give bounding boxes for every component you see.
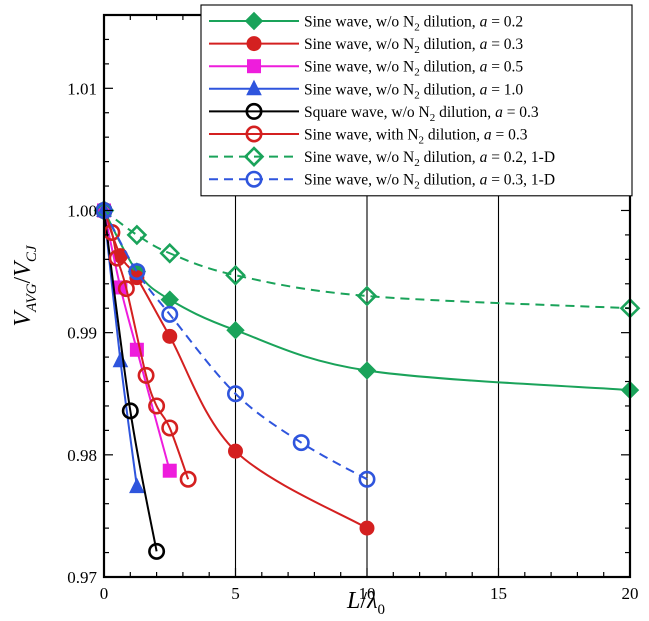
- series-4-point-2: [112, 351, 129, 368]
- legend-item-7: Sine wave, w/o N2 dilution, a = 0.2, 1-D: [209, 146, 555, 169]
- x-tick-label-5: 5: [231, 584, 240, 603]
- legend-item-6: Sine wave, with N2 dilution, a = 0.3: [209, 125, 528, 147]
- legend-label: Sine wave, with N2 dilution, a = 0.3: [304, 127, 528, 147]
- legend-swatch-marker: [243, 146, 265, 167]
- x-tick-label-10: 10: [359, 584, 376, 603]
- legend-label: Sine wave, w/o N2 dilution, a = 0.5: [304, 59, 523, 79]
- series-6-point-4: [117, 280, 135, 298]
- series-8-point-6: [358, 470, 376, 488]
- series-7-point-2: [126, 224, 148, 246]
- legend-label: Sine wave, w/o N2 dilution, a = 0.2, 1-D: [304, 149, 555, 169]
- series-8-line: [103, 210, 368, 481]
- legend-swatch-marker: [245, 125, 263, 143]
- series-8-point-5: [292, 434, 310, 452]
- x-tick-label-20: 20: [622, 584, 639, 603]
- legend-label: Sine wave, w/o N2 dilution, a = 0.2: [304, 14, 523, 34]
- legend-swatch-marker: [246, 36, 262, 52]
- legend-swatch-marker: [244, 11, 264, 31]
- legend-box: [200, 4, 633, 197]
- series-7-point-5: [356, 285, 378, 307]
- series-2-point-4: [162, 328, 178, 344]
- series-8-point-3: [161, 305, 179, 323]
- series-1-point-4: [226, 321, 245, 340]
- legend-label: Square wave, w/o N2 dilution, a = 0.3: [304, 104, 539, 124]
- series-5-point-3: [148, 542, 166, 560]
- x-tick-label-0: 0: [100, 584, 109, 603]
- series-6-point-5: [137, 366, 155, 384]
- legend-label: Sine wave, w/o N2 dilution, a = 0.3, 1-D: [304, 172, 555, 192]
- series-7-point-3: [159, 242, 181, 264]
- series-2-point-6: [359, 520, 375, 536]
- y-tick-label-0.99: 0.99: [67, 324, 97, 343]
- legend-swatch-marker: [247, 59, 261, 74]
- x-tick-label-15: 15: [490, 584, 507, 603]
- series-2-point-5: [228, 443, 243, 459]
- series-6: [95, 201, 197, 488]
- y-tick-label-1.00: 1.00: [67, 201, 97, 220]
- series-6-line: [103, 210, 190, 480]
- series-4-point-3: [129, 477, 145, 494]
- series-6-point-7: [161, 419, 179, 437]
- series-3-line: [103, 210, 171, 471]
- series-8-point-2: [128, 263, 146, 281]
- legend-swatch-marker: [246, 79, 262, 96]
- y-tick-label-0.98: 0.98: [67, 446, 97, 465]
- legend-item-2: Sine wave, w/o N2 dilution, a = 0.3: [209, 36, 523, 56]
- legend-item-3: Sine wave, w/o N2 dilution, a = 0.5: [209, 59, 523, 79]
- legend-item-1: Sine wave, w/o N2 dilution, a = 0.2: [209, 11, 523, 34]
- y-tick-label-1.01: 1.01: [67, 79, 97, 98]
- series-7-point-4: [225, 264, 246, 286]
- legend-item-8: Sine wave, w/o N2 dilution, a = 0.3, 1-D: [209, 170, 555, 192]
- series-3-point-4: [162, 463, 177, 478]
- series-6-point-3: [108, 249, 126, 267]
- legend-item-5: Square wave, w/o N2 dilution, a = 0.3: [209, 102, 539, 124]
- y-axis-label: VAVG/VCJ: [10, 244, 40, 326]
- legend-swatch-marker: [245, 170, 263, 188]
- x-axis-label: L/λ0: [346, 588, 385, 618]
- series-8-point-4: [227, 385, 245, 403]
- legend-label: Sine wave, w/o N2 dilution, a = 0.3: [304, 36, 523, 56]
- legend-swatch-marker: [245, 102, 263, 120]
- series-6-point-8: [179, 470, 197, 488]
- legend-item-4: Sine wave, w/o N2 dilution, a = 1.0: [209, 79, 523, 101]
- series-5-point-2: [121, 402, 139, 420]
- series-5: [95, 201, 166, 560]
- legend: Sine wave, w/o N2 dilution, a = 0.2Sine …: [200, 4, 633, 197]
- series-6-point-6: [148, 397, 166, 415]
- series-1-point-5: [357, 361, 377, 380]
- legend-label: Sine wave, w/o N2 dilution, a = 1.0: [304, 81, 523, 101]
- y-tick-label-0.97: 0.97: [67, 568, 97, 587]
